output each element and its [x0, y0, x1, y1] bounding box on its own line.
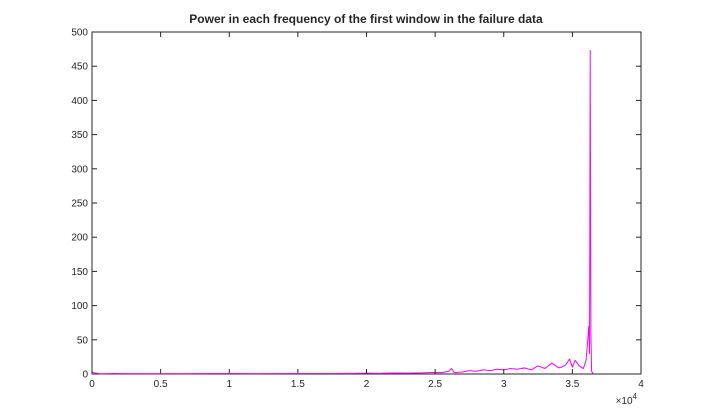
y-tick-label: 0	[82, 370, 88, 381]
y-tick-label: 50	[77, 335, 89, 346]
x-exponent-label: ×104	[616, 392, 638, 407]
chart-title: Power in each frequency of the first win…	[189, 12, 543, 26]
y-tick-label: 250	[71, 199, 88, 210]
y-tick-label: 150	[71, 267, 88, 278]
x-axis: 0 0.5 1 1.5 2 2.5 3 3.5 4	[89, 32, 644, 390]
series-layer	[91, 49, 594, 375]
y-tick-label: 350	[71, 130, 88, 141]
x-tick-label: 2.5	[428, 379, 442, 390]
y-axis: 0 50 100 150 200 250 300 350 400 450 500	[71, 28, 641, 381]
x-tick-label: 2	[364, 379, 370, 390]
x-tick-label: 1.5	[291, 379, 305, 390]
y-tick-label: 500	[71, 28, 88, 39]
y-tick-label: 450	[71, 62, 88, 73]
y-tick-label: 300	[71, 164, 88, 175]
axes-box	[91, 31, 642, 375]
x-tick-label: 3	[501, 379, 507, 390]
y-tick-label: 100	[71, 301, 88, 312]
plot-area: 0 0.5 1 1.5 2 2.5 3 3.5 4 0 50 100 150 200 250 300 350 4…	[71, 28, 644, 391]
x-exponent-power: 4	[633, 392, 638, 401]
y-tick-label: 400	[71, 96, 88, 107]
x-tick-label: 4	[638, 379, 644, 390]
x-tick-label: 0.5	[154, 379, 168, 390]
series-line	[91, 49, 594, 375]
x-tick-label: 0	[89, 379, 95, 390]
x-tick-label: 3.5	[565, 379, 579, 390]
y-tick-label: 200	[71, 233, 88, 244]
x-tick-label: 1	[226, 379, 232, 390]
